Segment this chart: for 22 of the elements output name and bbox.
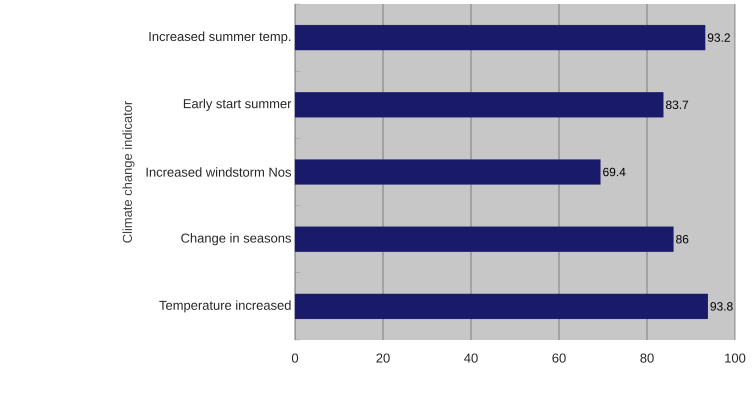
y-tick-label: Early start summer (184, 98, 292, 111)
bar (294, 159, 601, 185)
x-tick-label: 80 (640, 353, 654, 363)
y-tick-label: Change in seasons (181, 233, 291, 246)
bar (294, 24, 706, 50)
y-tick-label: Temperature increased (159, 300, 291, 312)
x-tick-label: 20 (376, 353, 390, 363)
bar (294, 294, 708, 320)
x-tick-label: 40 (464, 353, 478, 363)
y-tick-label: Increased summer temp. (149, 32, 290, 44)
bar (294, 226, 674, 252)
data-label: 69.4 (603, 168, 626, 176)
data-label: 86 (676, 234, 688, 244)
bar (294, 92, 664, 118)
x-tick-label: 100 (725, 353, 746, 363)
y-tick-label: Increased windstorm Nos (146, 167, 291, 177)
x-tick-label: 60 (552, 353, 566, 363)
data-label: 83.7 (666, 100, 688, 110)
x-tick-label: 0 (292, 353, 298, 363)
data-label: 93.8 (710, 302, 733, 311)
y-axis-title: Climate change indicator (122, 100, 135, 243)
data-label: 93.2 (708, 33, 730, 42)
